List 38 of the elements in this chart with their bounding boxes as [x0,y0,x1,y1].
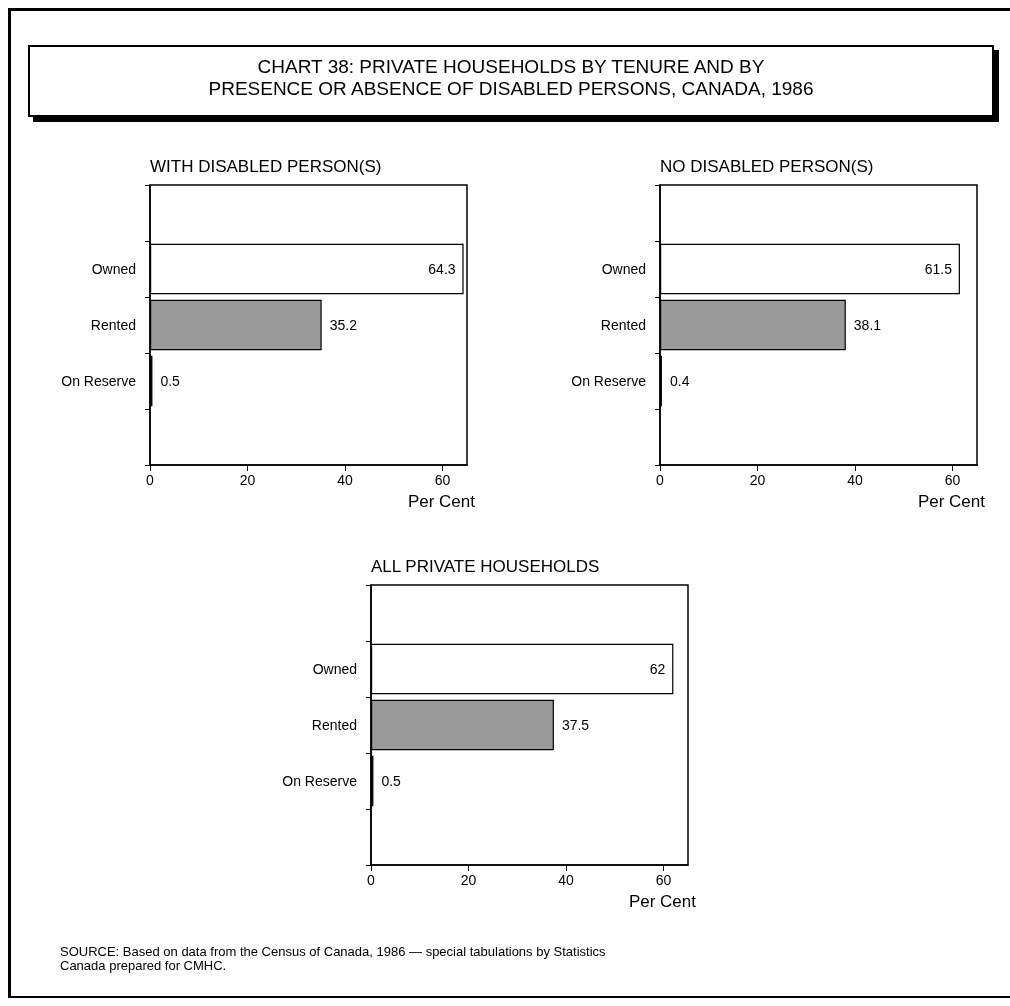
x-tick-label: 20 [239,472,256,488]
y-tick-label: Owned [312,661,357,677]
x-tick-label: 60 [655,872,672,888]
y-tick-label: On Reserve [282,773,358,789]
x-tick-label: 20 [460,872,477,888]
data-label: 61.5 [924,261,953,277]
data-label: 0.4 [669,373,690,389]
y-tick-label: On Reserve [571,373,647,389]
y-tick-label: Owned [91,261,136,277]
x-tick-label: 0 [146,472,155,488]
source-note: SOURCE: Based on data from the Census of Canada, 1986 — special tabulations by Statistics Canada prepared for CMHC. [60,944,606,973]
x-tick-label: 60 [434,472,451,488]
y-tick-label: On Reserve [61,373,137,389]
x-tick-label: 60 [944,472,961,488]
x-axis-title: Per Cent [917,492,986,511]
data-label: 0.5 [160,373,181,389]
data-label: 0.5 [381,773,402,789]
data-label: 62 [649,661,666,677]
data-label: 64.3 [428,261,456,277]
y-tick-label: Rented [311,717,357,733]
y-tick-label: Owned [601,261,646,277]
x-tick-label: 20 [749,472,766,488]
x-tick-label: 40 [337,472,354,488]
x-axis-title: Per Cent [628,892,697,911]
x-tick-label: 40 [847,472,864,488]
data-label: 37.5 [561,717,590,733]
x-tick-label: 0 [656,472,665,488]
y-tick-label: Rented [90,317,136,333]
x-tick-label: 40 [558,872,575,888]
x-axis-title: Per Cent [407,492,476,511]
chart-subtitle: NO DISABLED PERSON(S) [660,157,874,176]
text: CHART 38: PRIVATE HOUSEHOLDS BY TENURE AND BY PRESENCE OR ABSENCE OF DISABLED PERSONS, CANADA, 1986 [28,45,994,117]
data-label: 35.2 [329,317,358,333]
data-label: 38.1 [853,317,882,333]
chart-subtitle: WITH DISABLED PERSON(S) [150,157,382,176]
y-tick-label: Rented [600,317,646,333]
x-tick-label: 0 [367,872,376,888]
chart-subtitle: ALL PRIVATE HOUSEHOLDS [371,557,600,576]
